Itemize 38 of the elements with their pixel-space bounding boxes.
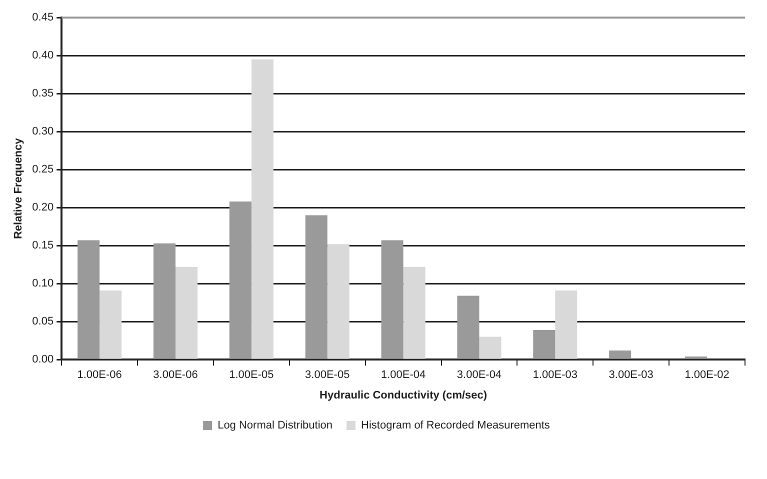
x-tick-label: 3.00E-04	[456, 369, 502, 382]
x-tick-label: 1.00E-04	[380, 369, 426, 382]
y-tick-label: 0.25	[32, 164, 54, 176]
x-tick-label: 3.00E-05	[305, 369, 350, 382]
x-tick-label: 1.00E-06	[77, 369, 122, 382]
y-axis-title: Relative Frequency	[12, 137, 25, 240]
bar	[100, 290, 122, 359]
bar	[327, 244, 350, 359]
bar	[609, 350, 632, 359]
y-tick-label: 0.05	[32, 316, 54, 328]
x-tick-label: 1.00E-05	[229, 369, 274, 382]
y-tick-label: 0.15	[32, 240, 54, 252]
bar	[403, 266, 426, 359]
y-tick-label: 0.40	[32, 50, 54, 62]
y-tick-label: 0.10	[32, 278, 54, 290]
y-tick-label: 0.30	[32, 126, 54, 138]
bar	[305, 215, 328, 359]
y-tick-label: 0.20	[32, 202, 54, 214]
x-tick-label: 3.00E-06	[153, 369, 198, 382]
bar	[479, 336, 502, 359]
bar	[555, 290, 578, 359]
x-tick-label: 1.00E-03	[532, 369, 578, 382]
bar	[78, 240, 100, 359]
bar	[229, 202, 252, 359]
legend-label: Log Normal Distribution	[218, 420, 333, 432]
bar	[533, 330, 556, 359]
x-axis-title: Hydraulic Conductivity (cm/sec)	[320, 389, 488, 402]
bar	[457, 296, 480, 359]
bar	[153, 243, 176, 359]
legend-label: Histogram of Recorded Measurements	[361, 420, 550, 432]
y-tick-label: 0.00	[32, 354, 54, 366]
y-tick-label: 0.35	[32, 88, 54, 100]
bar	[251, 59, 274, 359]
y-tick-label: 0.45	[32, 12, 54, 24]
x-tick-label: 1.00E-02	[684, 369, 730, 382]
bar	[176, 266, 198, 359]
bar	[381, 240, 404, 359]
x-tick-label: 3.00E-03	[608, 369, 654, 382]
